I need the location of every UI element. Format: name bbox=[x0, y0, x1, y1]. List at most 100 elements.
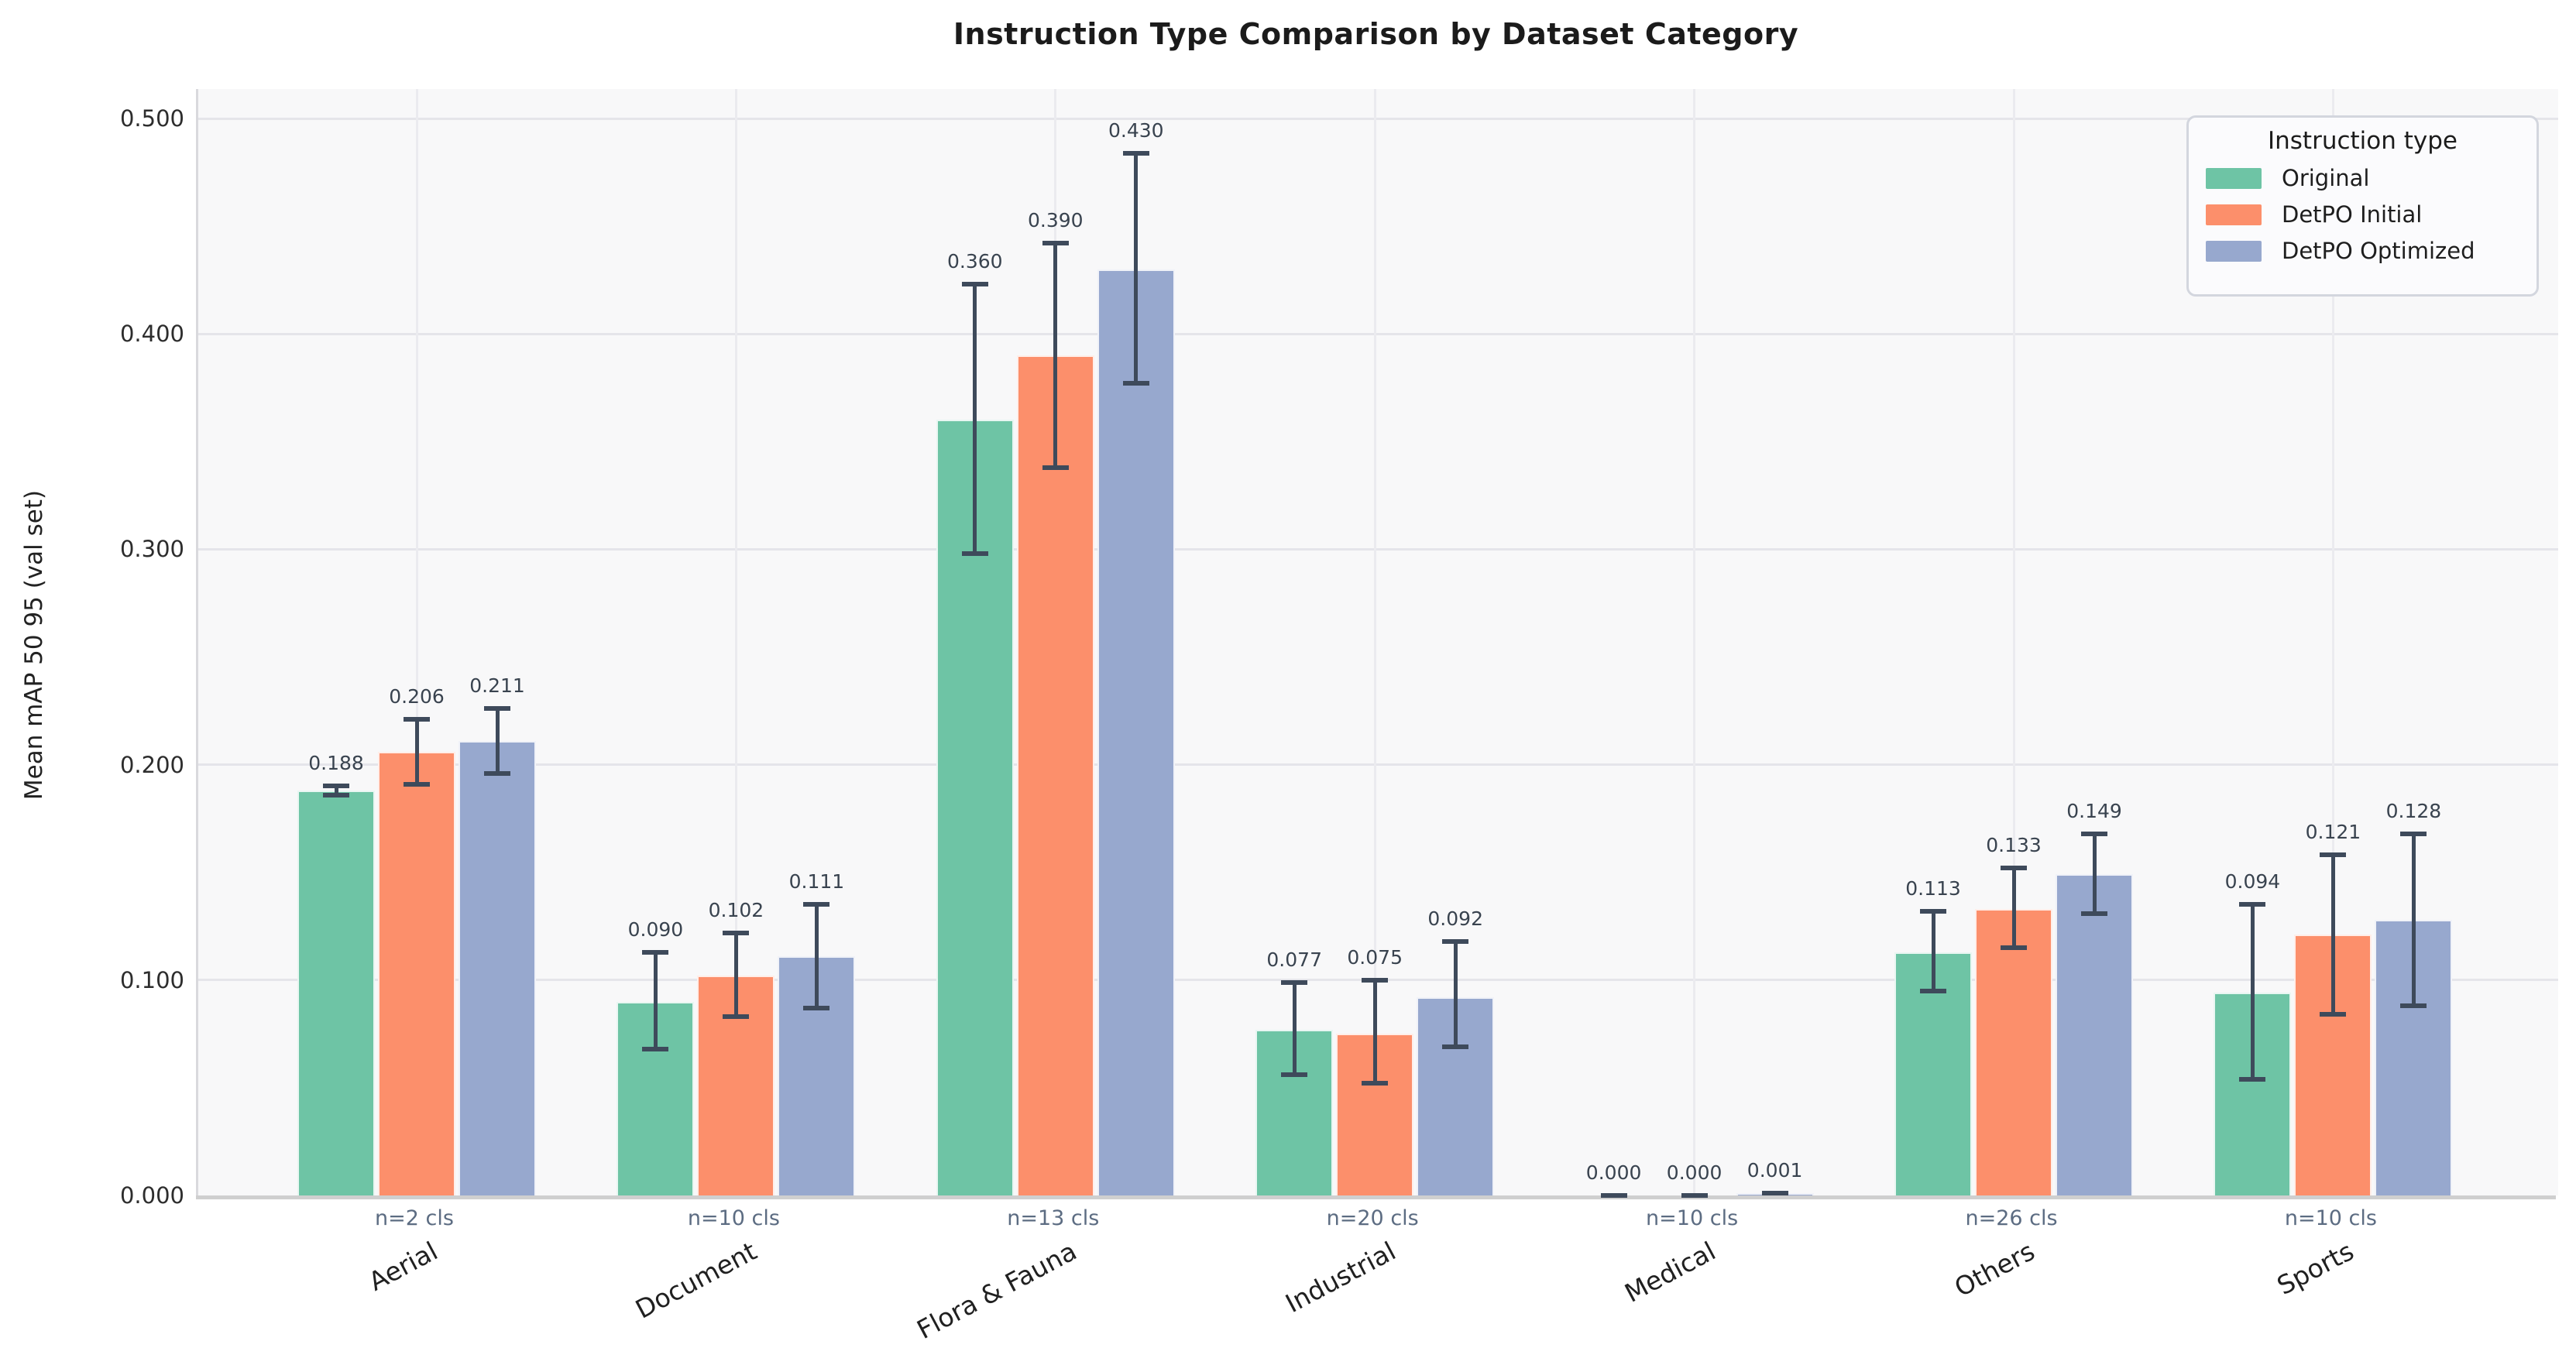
error-cap-top-detpo-optimized-medical bbox=[1761, 1191, 1788, 1196]
error-whisker-detpo-initial-aerial bbox=[414, 719, 419, 784]
error-whisker-original-others bbox=[1931, 911, 1935, 991]
error-cap-top-detpo-initial-sports bbox=[2320, 852, 2347, 858]
plot-area: 0.188 0.206 0.211 0.090 0.102 0.111 0.360 0.390… bbox=[196, 89, 2558, 1198]
bar-detpo-initial-aerial bbox=[378, 751, 455, 1195]
v-gridline-aerial bbox=[415, 89, 418, 1195]
category-tick-label-aerial: Aerial bbox=[363, 1236, 443, 1297]
value-label-detpo-initial-sports: 0.121 bbox=[2305, 821, 2361, 844]
legend-item-original: Original bbox=[2206, 165, 2519, 191]
error-cap-bottom-original-aerial bbox=[323, 792, 349, 797]
error-cap-top-detpo-optimized-sports bbox=[2400, 831, 2427, 836]
value-label-detpo-optimized-medical: 0.001 bbox=[1747, 1159, 1803, 1182]
value-label-detpo-optimized-industrial: 0.092 bbox=[1427, 907, 1483, 930]
error-whisker-detpo-initial-document bbox=[733, 932, 738, 1017]
error-cap-top-detpo-initial-others bbox=[2001, 866, 2027, 871]
error-whisker-detpo-initial-industrial bbox=[1372, 979, 1377, 1084]
error-cap-top-original-industrial bbox=[1281, 979, 1308, 985]
error-cap-bottom-original-sports bbox=[2239, 1076, 2266, 1082]
value-label-original-industrial: 0.077 bbox=[1266, 948, 1322, 971]
error-whisker-original-sports bbox=[2250, 904, 2255, 1079]
bar-detpo-initial-others bbox=[1975, 908, 2052, 1195]
error-whisker-detpo-initial-others bbox=[2011, 868, 2016, 948]
error-whisker-detpo-optimized-sports bbox=[2411, 833, 2416, 1007]
error-cap-bottom-detpo-initial-aerial bbox=[404, 781, 430, 787]
error-cap-top-original-flora-fauna bbox=[961, 282, 988, 287]
error-whisker-detpo-optimized-industrial bbox=[1453, 941, 1458, 1048]
error-cap-top-detpo-initial-flora-fauna bbox=[1042, 241, 1069, 246]
error-cap-bottom-detpo-optimized-others bbox=[2081, 911, 2107, 916]
error-whisker-detpo-initial-flora-fauna bbox=[1053, 243, 1058, 468]
legend-title: Instruction type bbox=[2267, 127, 2458, 155]
h-gridline-0.200 bbox=[198, 763, 2558, 767]
value-label-detpo-initial-aerial: 0.206 bbox=[389, 685, 445, 708]
error-cap-bottom-detpo-optimized-document bbox=[803, 1005, 830, 1010]
value-label-detpo-initial-document: 0.102 bbox=[708, 898, 764, 921]
y-tick-label-0.500: 0.500 bbox=[119, 105, 184, 132]
error-cap-bottom-original-industrial bbox=[1281, 1072, 1308, 1078]
error-cap-top-detpo-initial-document bbox=[723, 930, 750, 935]
category-tick-label-medical: Medical bbox=[1619, 1236, 1720, 1309]
bar-detpo-initial-flora-fauna bbox=[1016, 355, 1094, 1195]
error-cap-top-detpo-optimized-aerial bbox=[484, 706, 510, 712]
error-cap-top-original-document bbox=[642, 949, 669, 955]
error-cap-bottom-original-flora-fauna bbox=[961, 551, 988, 556]
legend: Instruction type Original DetPO Initial De… bbox=[2186, 115, 2539, 297]
legend-swatch-original bbox=[2206, 167, 2262, 189]
class-count-label-document: n=10 cls bbox=[687, 1206, 780, 1230]
error-cap-bottom-detpo-initial-document bbox=[723, 1014, 750, 1020]
h-gridline-0.500 bbox=[198, 117, 2558, 120]
category-tick-label-sports: Sports bbox=[2272, 1236, 2359, 1302]
legend-item-detpo-optimized: DetPO Optimized bbox=[2206, 238, 2519, 264]
class-count-label-others: n=26 cls bbox=[1965, 1206, 2058, 1230]
error-whisker-detpo-initial-sports bbox=[2330, 855, 2335, 1015]
legend-item-detpo-initial: DetPO Initial bbox=[2206, 201, 2519, 228]
y-tick-label-0.100: 0.100 bbox=[119, 966, 184, 993]
value-label-original-flora-fauna: 0.360 bbox=[947, 250, 1003, 273]
y-axis-label: Mean mAP 50 95 (val set) bbox=[20, 489, 48, 801]
legend-label-detpo-initial: DetPO Initial bbox=[2282, 201, 2423, 228]
error-cap-bottom-detpo-initial-others bbox=[2001, 945, 2027, 951]
error-cap-bottom-detpo-optimized-flora-fauna bbox=[1122, 381, 1149, 386]
v-gridline-document bbox=[734, 89, 737, 1195]
error-whisker-detpo-optimized-others bbox=[2092, 833, 2097, 914]
error-whisker-original-flora-fauna bbox=[973, 284, 977, 554]
value-label-detpo-optimized-sports: 0.128 bbox=[2385, 799, 2442, 822]
legend-label-original: Original bbox=[2282, 165, 2370, 191]
y-tick-label-0.300: 0.300 bbox=[119, 536, 184, 563]
y-tick-label-0.000: 0.000 bbox=[119, 1182, 184, 1209]
v-gridline-medical bbox=[1693, 89, 1696, 1195]
class-count-label-medical: n=10 cls bbox=[1646, 1206, 1739, 1230]
error-whisker-original-industrial bbox=[1292, 982, 1297, 1075]
v-gridline-industrial bbox=[1373, 89, 1376, 1195]
value-label-detpo-initial-medical: 0.000 bbox=[1666, 1161, 1722, 1184]
error-cap-bottom-detpo-optimized-industrial bbox=[1442, 1044, 1469, 1050]
h-gridline-0.300 bbox=[198, 547, 2558, 551]
category-tick-label-flora-fauna: Flora & Fauna bbox=[912, 1236, 1082, 1346]
error-cap-bottom-detpo-initial-flora-fauna bbox=[1042, 465, 1069, 470]
error-cap-top-detpo-initial-aerial bbox=[404, 717, 430, 722]
error-whisker-original-aerial bbox=[334, 786, 338, 795]
value-label-detpo-optimized-aerial: 0.211 bbox=[469, 674, 525, 698]
y-tick-label-0.400: 0.400 bbox=[119, 321, 184, 348]
error-cap-bottom-original-document bbox=[642, 1046, 669, 1051]
class-count-label-aerial: n=2 cls bbox=[375, 1206, 454, 1230]
legend-label-detpo-optimized: DetPO Optimized bbox=[2282, 238, 2475, 264]
class-count-label-industrial: n=20 cls bbox=[1326, 1206, 1419, 1230]
error-cap-top-original-medical bbox=[1600, 1193, 1627, 1198]
error-whisker-detpo-optimized-aerial bbox=[495, 708, 500, 773]
bar-original-flora-fauna bbox=[936, 420, 1014, 1195]
legend-swatch-detpo-optimized bbox=[2206, 240, 2262, 262]
category-tick-label-industrial: Industrial bbox=[1280, 1236, 1401, 1319]
error-whisker-original-document bbox=[653, 952, 658, 1049]
bar-detpo-optimized-aerial bbox=[459, 740, 536, 1195]
value-label-original-aerial: 0.188 bbox=[308, 752, 364, 775]
v-gridline-others bbox=[2012, 89, 2015, 1195]
category-tick-label-document: Document bbox=[630, 1236, 762, 1325]
bar-detpo-optimized-flora-fauna bbox=[1097, 269, 1175, 1195]
error-cap-top-original-others bbox=[1920, 908, 1946, 914]
legend-swatch-detpo-initial bbox=[2206, 204, 2262, 225]
error-cap-top-detpo-optimized-industrial bbox=[1442, 938, 1469, 944]
error-cap-top-detpo-initial-industrial bbox=[1362, 977, 1389, 983]
error-cap-top-original-aerial bbox=[323, 784, 349, 789]
error-cap-top-detpo-initial-medical bbox=[1681, 1193, 1708, 1198]
